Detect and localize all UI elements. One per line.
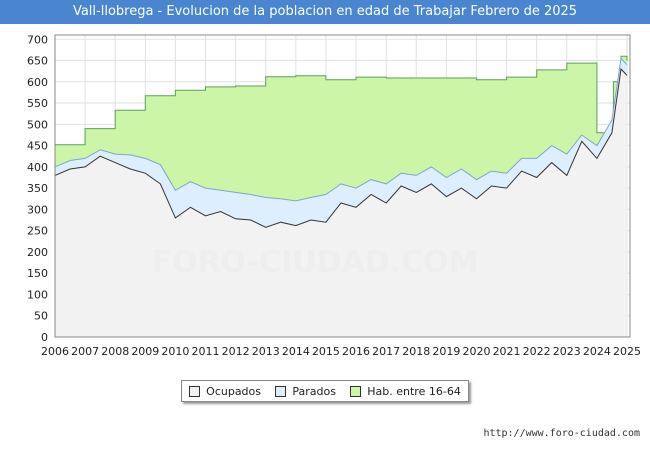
x-tick-label: 2017 bbox=[372, 345, 400, 358]
legend-swatch-parados bbox=[275, 385, 287, 397]
x-tick-label: 2009 bbox=[131, 345, 159, 358]
watermark-text: FORO-CIUDAD.COM bbox=[152, 245, 479, 280]
plot-frame bbox=[54, 34, 631, 338]
y-tick-label: 150 bbox=[27, 267, 48, 280]
x-tick-label: 2008 bbox=[101, 345, 129, 358]
x-tick-label: 2023 bbox=[553, 345, 581, 358]
x-tick-label: 2010 bbox=[161, 345, 189, 358]
line-parados bbox=[54, 57, 628, 202]
line-hab-entre-16-64 bbox=[55, 55, 628, 146]
x-tick-label: 2024 bbox=[583, 345, 611, 358]
x-tick-label: 2018 bbox=[402, 345, 430, 358]
x-tick-label: 2021 bbox=[493, 345, 521, 358]
legend-swatch-hab bbox=[350, 385, 362, 397]
legend-item-hab: Hab. entre 16-64 bbox=[350, 385, 461, 398]
source-url[interactable]: http://www.foro-ciudad.com bbox=[483, 428, 640, 439]
y-tick-label: 450 bbox=[27, 140, 48, 153]
y-tick-label: 600 bbox=[27, 76, 48, 89]
y-tick-label: 700 bbox=[27, 33, 48, 46]
legend-label-parados: Parados bbox=[292, 384, 336, 398]
y-tick-label: 550 bbox=[27, 97, 48, 110]
x-tick-label: 2016 bbox=[342, 345, 370, 358]
legend-label-ocupados: Ocupados bbox=[206, 384, 262, 398]
x-tick-label: 2012 bbox=[222, 345, 250, 358]
chart-canvas: FORO-CIUDAD.COM 0 50 100 150 200 250 300 350 400… bbox=[27, 33, 641, 358]
x-tick-label: 2013 bbox=[252, 345, 280, 358]
x-tick-label: 2015 bbox=[312, 345, 340, 358]
x-tick-label: 2007 bbox=[71, 345, 99, 358]
legend-item-parados: Parados bbox=[275, 385, 336, 398]
line-ocupados bbox=[54, 67, 628, 228]
chart-areas bbox=[54, 55, 628, 338]
x-tick-label: 2025 bbox=[613, 345, 641, 358]
y-tick-label: 200 bbox=[27, 246, 48, 259]
y-tick-label: 400 bbox=[27, 161, 48, 174]
x-tick-label: 2020 bbox=[462, 345, 490, 358]
chart-title: Vall-llobrega - Evolucion de la poblacio… bbox=[0, 0, 650, 24]
x-tick-label: 2014 bbox=[282, 345, 310, 358]
y-tick-label: 250 bbox=[27, 225, 48, 238]
y-tick-label: 650 bbox=[27, 55, 48, 68]
x-tick-label: 2019 bbox=[432, 345, 460, 358]
legend-label-hab: Hab. entre 16-64 bbox=[367, 384, 461, 398]
y-tick-label: 350 bbox=[27, 182, 48, 195]
x-tick-label: 2022 bbox=[523, 345, 551, 358]
legend-swatch-ocupados bbox=[189, 385, 201, 397]
y-tick-label: 300 bbox=[27, 203, 48, 216]
x-tick-label: 2006 bbox=[41, 345, 69, 358]
y-tick-label: 500 bbox=[27, 118, 48, 131]
y-axis-ticks: 0 50 100 150 200 250 300 350 400 450 500 550 600 650 7… bbox=[27, 33, 48, 344]
legend: Ocupados Parados Hab. entre 16-64 bbox=[181, 380, 469, 402]
y-tick-label: 100 bbox=[27, 288, 48, 301]
y-tick-label: 50 bbox=[34, 310, 48, 323]
x-axis-ticks: 2006 2007 2008 2009 2010 2011 2012 2013 2014 2015… bbox=[41, 345, 641, 358]
x-tick-label: 2011 bbox=[192, 345, 220, 358]
y-tick-label: 0 bbox=[41, 331, 48, 344]
legend-item-ocupados: Ocupados bbox=[189, 385, 261, 398]
